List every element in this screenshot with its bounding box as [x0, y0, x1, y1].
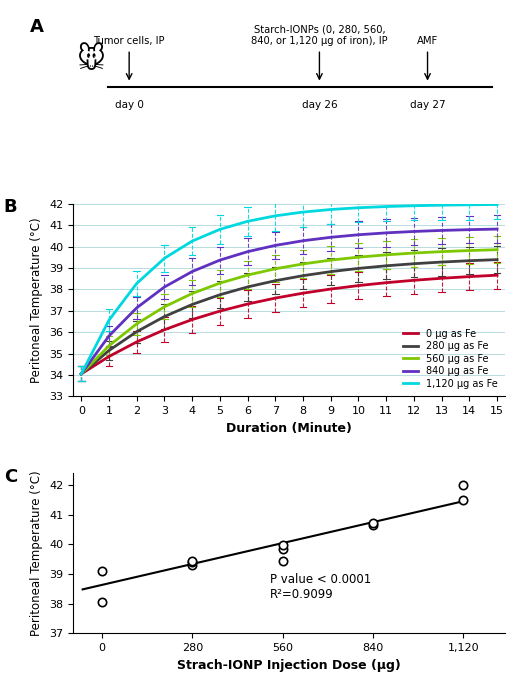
Y-axis label: Peritoneal Temperature (°C): Peritoneal Temperature (°C)	[30, 217, 43, 383]
Text: C: C	[4, 468, 17, 486]
Text: day 26: day 26	[302, 99, 337, 110]
Y-axis label: Peritoneal Temperature (°C): Peritoneal Temperature (°C)	[30, 471, 43, 636]
Text: AMF: AMF	[417, 36, 438, 46]
Text: P value < 0.0001
R²=0.9099: P value < 0.0001 R²=0.9099	[270, 573, 371, 601]
Text: A: A	[30, 18, 44, 36]
Text: day 0: day 0	[115, 99, 144, 110]
Legend: 0 μg as Fe, 280 μg as Fe, 560 μg as Fe, 840 μg as Fe, 1,120 μg as Fe: 0 μg as Fe, 280 μg as Fe, 560 μg as Fe, …	[401, 326, 501, 392]
Text: Tumor cells, IP: Tumor cells, IP	[93, 36, 165, 46]
X-axis label: Strach-IONP Injection Dose (μg): Strach-IONP Injection Dose (μg)	[177, 659, 401, 671]
Text: Starch-IONPs (0, 280, 560,
840, or 1,120 μg of iron), IP: Starch-IONPs (0, 280, 560, 840, or 1,120…	[251, 25, 388, 46]
Text: B: B	[4, 198, 17, 216]
Text: 🐭: 🐭	[77, 46, 106, 74]
X-axis label: Duration (Minute): Duration (Minute)	[226, 422, 352, 434]
Text: day 27: day 27	[410, 99, 445, 110]
